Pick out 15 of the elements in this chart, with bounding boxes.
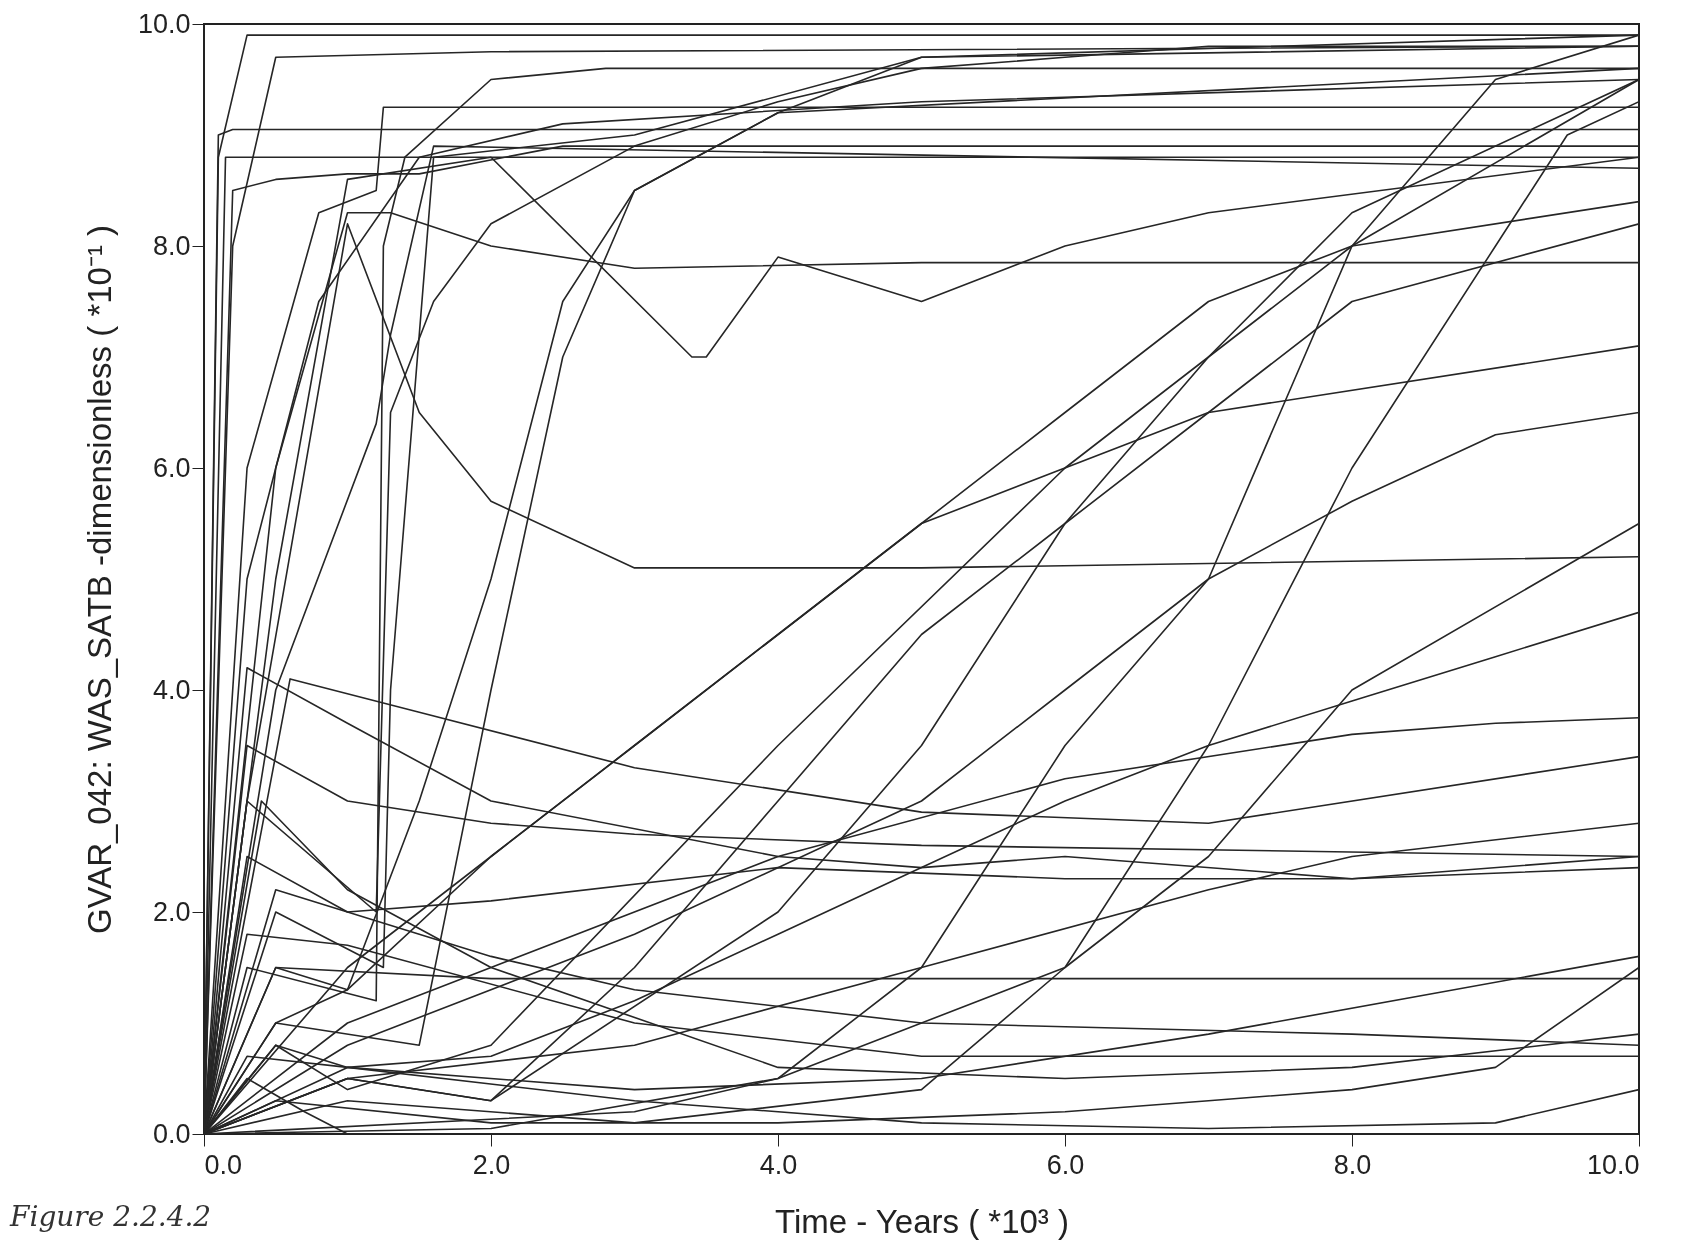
y-axis-title: GVAR_042: WAS_SATB -dimensionless ( *10⁻¹ ) bbox=[80, 224, 118, 935]
y-tick-label: 10.0 bbox=[137, 8, 191, 39]
x-tick-label: 8.0 bbox=[1333, 1149, 1372, 1180]
x-tick-label: 10.0 bbox=[1586, 1149, 1640, 1180]
handwritten-note: Figure 2.2.4.2 bbox=[10, 1200, 212, 1233]
y-tick-label: 6.0 bbox=[152, 452, 191, 483]
x-tick-label: 2.0 bbox=[472, 1149, 511, 1180]
x-axis-title: Time - Years ( *10³ ) bbox=[774, 1202, 1070, 1240]
x-tick-label: 0.0 bbox=[204, 1149, 243, 1180]
x-tick-label: 4.0 bbox=[759, 1149, 798, 1180]
x-tick-label: 6.0 bbox=[1046, 1149, 1085, 1180]
y-tick-label: 8.0 bbox=[152, 230, 191, 261]
y-tick-label: 0.0 bbox=[152, 1118, 191, 1149]
y-tick-label: 2.0 bbox=[152, 896, 191, 927]
y-tick-label: 4.0 bbox=[152, 674, 191, 705]
